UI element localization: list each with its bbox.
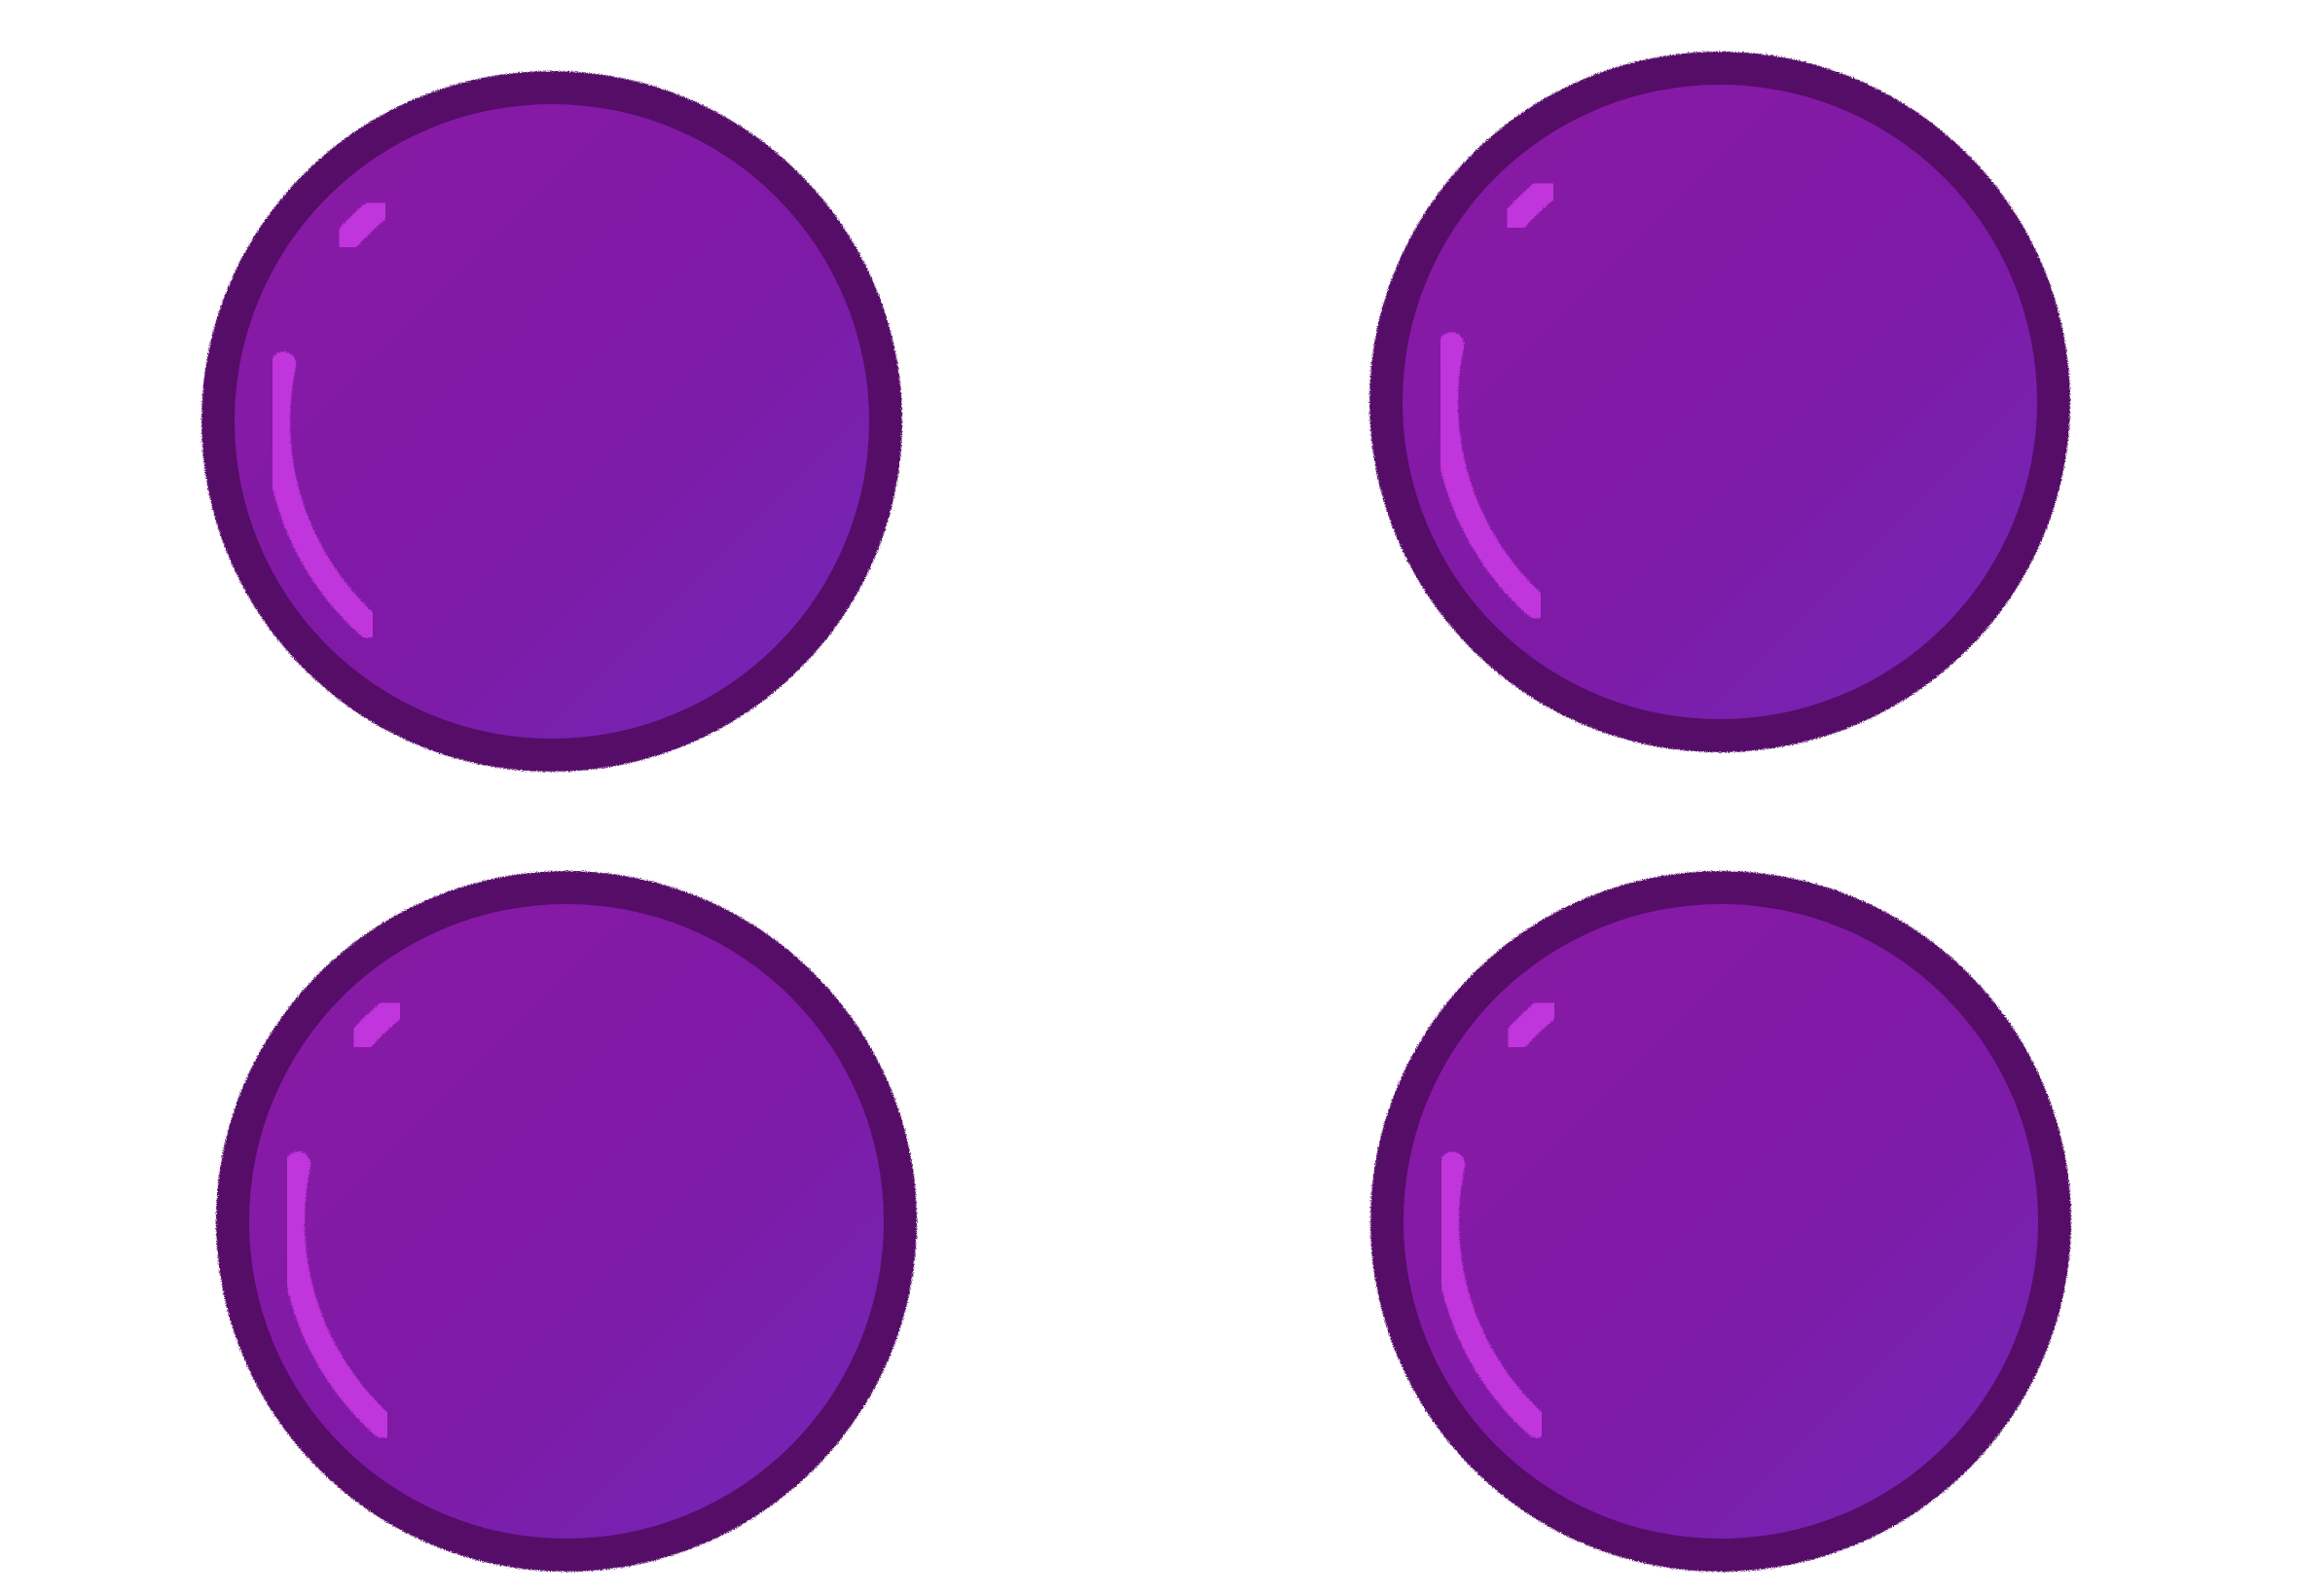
purple-ball-bottom-right <box>1370 871 2071 1572</box>
ball-highlight-arc <box>1433 332 1550 619</box>
ball-fill <box>249 904 884 1539</box>
ball-highlight-arc <box>1434 1151 1550 1438</box>
ball-highlight-dash <box>343 992 411 1058</box>
ball-highlight-arc <box>265 351 382 638</box>
balls-group <box>201 52 2071 1572</box>
ball-fill <box>235 104 869 739</box>
ball-fill <box>1404 904 2038 1539</box>
purple-ball-bottom-left <box>216 871 917 1572</box>
purple-ball-top-left <box>201 71 902 772</box>
ball-highlight-arc <box>279 1151 396 1438</box>
ball-highlight-dash <box>328 192 396 258</box>
purple-ball-top-right <box>1369 52 2070 752</box>
ball-highlight-dash <box>1497 992 1565 1058</box>
ball-highlight-dash <box>1496 172 1564 238</box>
ball-fill <box>1403 85 2037 719</box>
